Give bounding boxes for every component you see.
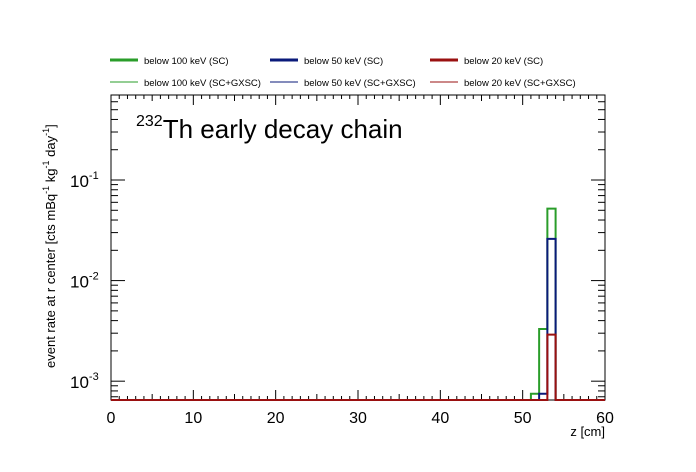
chart-title-main: Th early decay chain — [163, 114, 403, 144]
y-axis-label-sup2: -1 — [41, 160, 51, 168]
y-axis-label-mid1: kg — [43, 169, 58, 186]
x-tick-label: 60 — [596, 410, 614, 427]
chart-title: 232Th early decay chain — [136, 113, 403, 144]
y-axis-label-suffix: ] — [43, 124, 58, 128]
x-axis-ticks: 0 10 20 30 40 50 60 — [107, 95, 614, 427]
series-line-1 — [111, 237, 605, 401]
y-axis-label: event rate at r center [cts mBq-1 kg-1 d… — [41, 124, 58, 368]
x-axis-label: z [cm] — [570, 424, 605, 439]
y-axis-ticks: 10-1 10-2 10-3 — [70, 101, 605, 398]
legend-label: below 100 keV (SC) — [144, 56, 228, 67]
series-line-2 — [111, 333, 605, 401]
legend-label: below 100 keV (SC+GXSC) — [144, 78, 261, 89]
legend: below 100 keV (SC) below 50 keV (SC) below… — [110, 56, 576, 89]
y-tick-label: 10-2 — [70, 271, 99, 292]
legend-label: below 20 keV (SC+GXSC) — [464, 78, 576, 89]
x-tick-label: 10 — [184, 410, 202, 427]
x-tick-label: 20 — [267, 410, 285, 427]
legend-label: below 50 keV (SC+GXSC) — [304, 78, 416, 89]
chart-title-superscript: 232 — [136, 113, 163, 130]
x-tick-label: 0 — [107, 410, 116, 427]
y-axis-label-sup3: -1 — [41, 128, 51, 136]
x-tick-label: 40 — [431, 410, 449, 427]
x-tick-label: 30 — [349, 410, 367, 427]
y-axis-label-mid2: day — [43, 135, 58, 160]
legend-label: below 20 keV (SC) — [464, 56, 543, 67]
y-axis-label-sup1: -1 — [41, 186, 51, 194]
series-layer — [111, 207, 605, 401]
legend-label: below 50 keV (SC) — [304, 56, 383, 67]
x-tick-label: 50 — [514, 410, 532, 427]
y-tick-label: 10-3 — [70, 371, 99, 392]
y-tick-label: 10-1 — [70, 170, 99, 191]
y-axis-label-prefix: event rate at r center [cts mBq — [43, 194, 58, 368]
series-line-0 — [111, 207, 605, 401]
